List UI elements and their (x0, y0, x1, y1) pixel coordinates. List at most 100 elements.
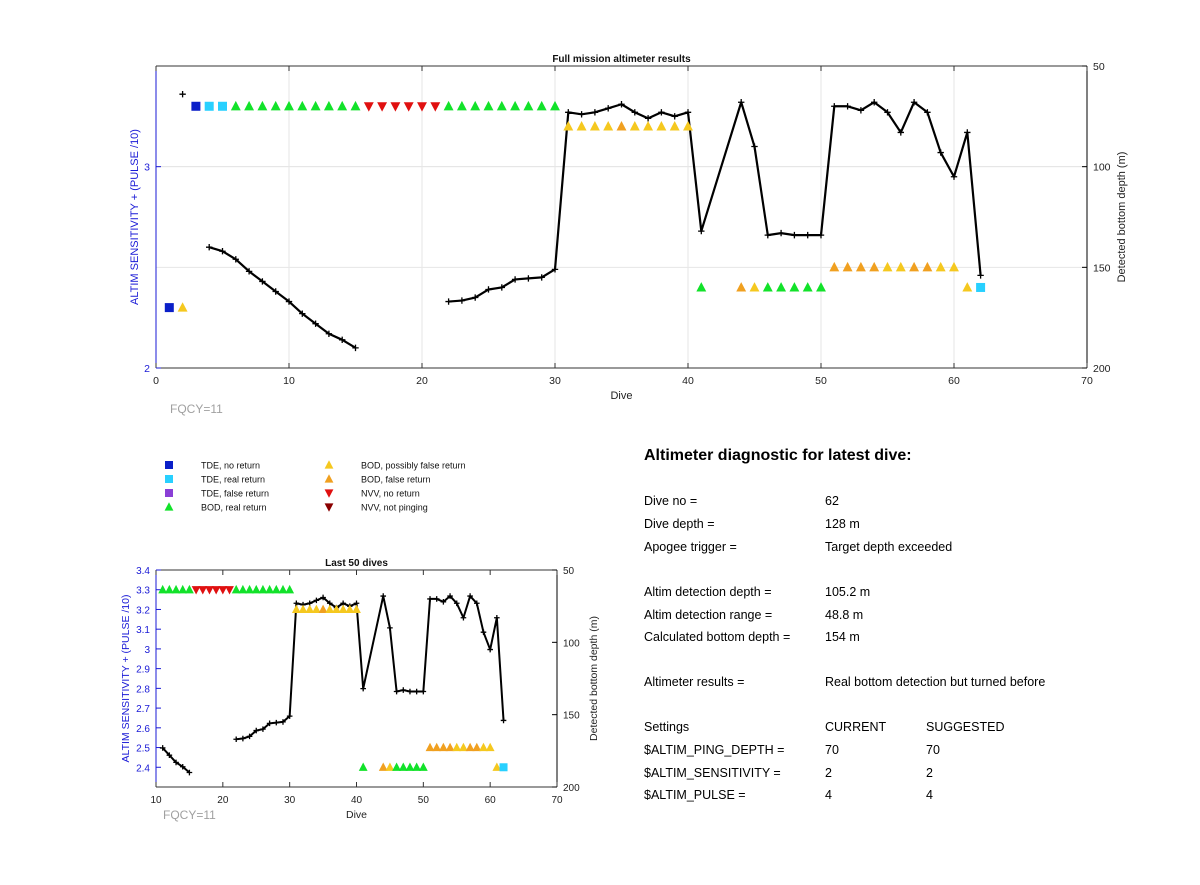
depth-point (320, 594, 326, 601)
marker-bod-false-return (432, 742, 442, 752)
depth-point (325, 330, 333, 337)
depth-point (924, 109, 931, 116)
x-axis-label: Dive (610, 390, 632, 402)
marker-bod-real-return (443, 100, 454, 111)
marker-nvv-no-return (191, 586, 201, 595)
marker-bod-false-return (829, 261, 840, 272)
marker-bod-false-return (438, 742, 448, 752)
marker-bod-possibly-false (962, 282, 973, 292)
depth-point (240, 735, 246, 742)
marker-bod-possibly-false (305, 604, 315, 614)
depth-point (487, 646, 493, 653)
legend-label: TDE, real return (201, 475, 265, 485)
depth-point (313, 597, 320, 604)
legend-label: BOD, real return (201, 503, 267, 513)
y-tick-label-left: 2.6 (136, 724, 150, 735)
marker-bod-real-return (412, 762, 422, 771)
marker-tde-real-return (976, 282, 986, 292)
depth-point (232, 256, 239, 263)
depth-point (937, 149, 944, 156)
marker-bod-real-return (284, 100, 294, 111)
depth-point (857, 107, 865, 114)
marker-bod-real-return (245, 584, 254, 594)
depth-point (458, 297, 466, 304)
legend-marker-tde-no-return (165, 461, 173, 469)
depth-point (844, 103, 851, 110)
x-tick-label: 20 (416, 375, 428, 387)
marker-bod-possibly-false (325, 604, 335, 614)
setting-suggested-pulse: 4 (926, 788, 933, 802)
depth-point (605, 105, 612, 112)
diagnostic-value-detection-depth: 105.2 m (825, 585, 871, 599)
depth-point (173, 759, 179, 766)
marker-nvv-no-return (218, 586, 228, 595)
depth-point (312, 320, 319, 327)
depth-point (910, 99, 918, 106)
marker-tde-real-return (218, 101, 227, 111)
legend-marker-bod-real-return (164, 502, 174, 511)
depth-point (964, 129, 971, 136)
marker-nvv-no-return (430, 102, 441, 112)
marker-bod-real-return (171, 584, 181, 594)
legend-marker-tde-false-return (165, 489, 173, 497)
y-tick-label-left: 3.4 (136, 566, 150, 577)
y-tick-label-left: 2.9 (136, 665, 150, 676)
y-tick-label-right: 50 (1093, 61, 1105, 73)
depth-point (871, 99, 878, 106)
depth-point (538, 274, 545, 281)
marker-bod-real-return (523, 100, 534, 111)
setting-suggested-sensitivity: 2 (926, 766, 933, 780)
marker-bod-real-return (536, 100, 547, 111)
depth-point (804, 231, 811, 239)
legend-label: NVV, not pinging (361, 503, 428, 513)
marker-tde-real-return (204, 101, 214, 111)
depth-point (751, 143, 758, 150)
y-tick-label-left: 2 (144, 363, 150, 375)
depth-point (500, 717, 507, 724)
y-tick-label-right: 150 (1093, 262, 1111, 274)
marker-bod-false-return (616, 121, 627, 131)
legend-label: TDE, false return (201, 489, 269, 499)
x-tick-label: 60 (485, 795, 497, 806)
x-tick-label: 40 (351, 795, 363, 806)
marker-bod-real-return (456, 100, 467, 111)
depth-point (273, 719, 280, 726)
chart-title: Last 50 dives (325, 558, 388, 569)
marker-tde-no-return (164, 303, 174, 313)
marker-nvv-no-return (417, 102, 427, 112)
depth-point (738, 99, 745, 106)
marker-bod-real-return (164, 584, 174, 594)
setting-label-ping-depth: $ALTIM_PING_DEPTH = (644, 743, 785, 757)
y-tick-label-right: 100 (1093, 162, 1111, 174)
diagnostic-value-bottom-depth: 154 m (825, 630, 860, 644)
marker-bod-real-return (337, 100, 348, 111)
marker-bod-possibly-false (177, 302, 188, 312)
depth-point (831, 103, 838, 110)
depth-point (511, 276, 519, 283)
marker-bod-real-return (358, 762, 368, 771)
marker-bod-possibly-false (479, 742, 488, 752)
depth-point (246, 733, 253, 740)
marker-bod-real-return (257, 100, 268, 111)
x-tick-label: 10 (150, 795, 162, 806)
diagnostic-label-apogee-trigger: Apogee trigger = (644, 540, 737, 554)
marker-bod-possibly-false (298, 604, 308, 614)
depth-point (447, 593, 453, 599)
marker-bod-real-return (350, 100, 361, 111)
diagnostic-value-dive-no: 62 (825, 494, 839, 508)
depth-point (159, 745, 166, 751)
depth-point (618, 101, 625, 108)
depth-point (472, 294, 479, 301)
marker-bod-real-return (310, 100, 321, 111)
diagnostic-label-detection-range: Altim detection range = (644, 608, 773, 622)
legend-marker-nvv-not-pinging (324, 503, 334, 512)
x-tick-label: 70 (551, 795, 563, 806)
marker-bod-false-return (465, 742, 475, 752)
x-tick-label: 50 (418, 795, 430, 806)
marker-bod-possibly-false (882, 261, 893, 272)
marker-nvv-no-return (205, 586, 214, 595)
depth-point (286, 713, 293, 719)
depth-point (427, 596, 433, 602)
marker-bod-real-return (776, 282, 787, 292)
marker-bod-false-return (869, 261, 880, 272)
